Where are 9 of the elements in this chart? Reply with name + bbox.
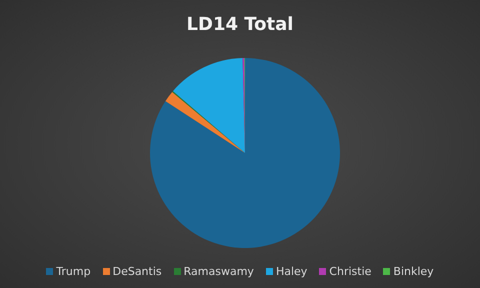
legend-label: Binkley [393, 265, 434, 278]
legend-label: Christie [329, 265, 372, 278]
pie-slice [150, 58, 340, 248]
pie-slice [172, 58, 245, 153]
chart-title: LD14 Total [186, 14, 294, 35]
legend-label: DeSantis [112, 265, 162, 278]
legend-label: Ramaswamy [184, 265, 254, 278]
legend-label: Trump [56, 265, 91, 278]
legend-label: Haley [276, 265, 308, 278]
